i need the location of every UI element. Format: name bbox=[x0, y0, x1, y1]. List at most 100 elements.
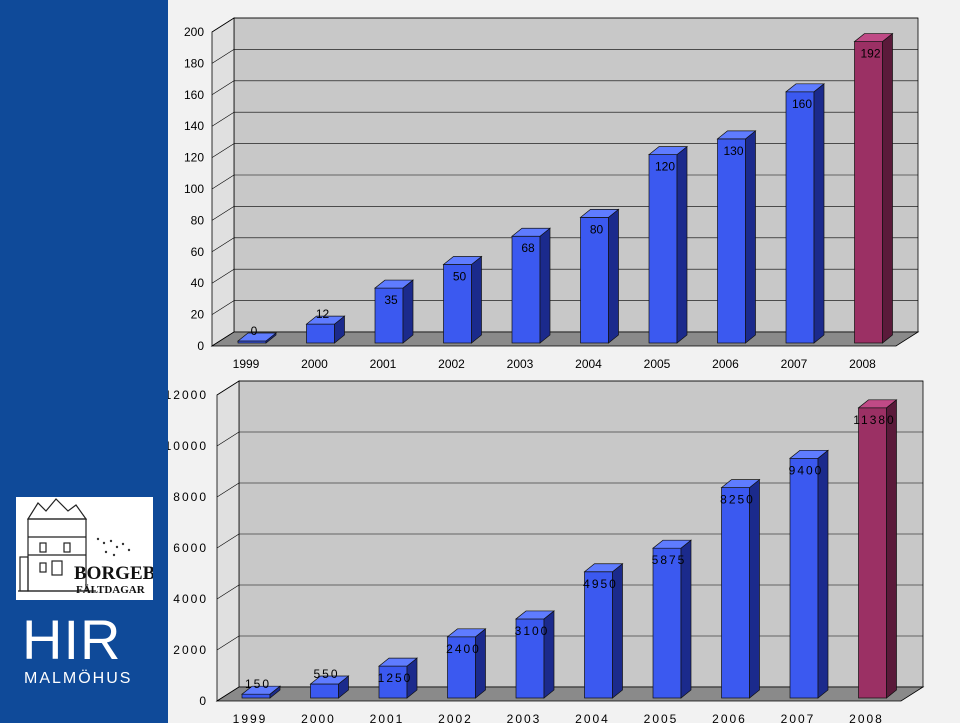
chart-2-x-label: 2007 bbox=[781, 712, 816, 723]
chart-1-data-label: 130 bbox=[723, 144, 743, 158]
chart-1-ytick-label: 140 bbox=[184, 119, 204, 133]
chart-1-ytick-label: 200 bbox=[184, 25, 204, 39]
chart-1-gridline-side bbox=[211, 143, 235, 158]
chart-1-data-label: 12 bbox=[316, 307, 330, 321]
hir-malmohus-logo: HIR MALMÖHUS bbox=[22, 612, 150, 690]
chart-1-bar-2008-side bbox=[882, 32, 893, 344]
chart-2-gridline-side bbox=[216, 584, 240, 600]
chart-2-bar-2008-top bbox=[857, 399, 898, 409]
chart-2-data-label: 550 bbox=[313, 667, 339, 681]
chart-1-gridline-side bbox=[211, 174, 235, 190]
chart-2-bar-2004 bbox=[584, 571, 613, 699]
chart-2-data-label: 150 bbox=[245, 677, 271, 691]
chart-1-ytick-label: 40 bbox=[191, 276, 205, 290]
chart-2-bar-2000 bbox=[310, 683, 339, 699]
chart-1-gridline-side bbox=[211, 111, 235, 127]
chart-2-data-label: 11380 bbox=[853, 413, 895, 427]
chart-2-data-label: 5875 bbox=[652, 553, 687, 567]
chart-1-bar-2000 bbox=[306, 323, 335, 344]
chart-1-gridline-side bbox=[211, 206, 235, 221]
chart-1-bar-2001-top bbox=[374, 279, 414, 289]
chart-2-bar-2004-top bbox=[583, 563, 624, 573]
hir-word: HIR bbox=[22, 608, 122, 671]
chart-2-data-label: 2400 bbox=[446, 642, 481, 656]
chart-2-bar-2000-top bbox=[309, 675, 350, 685]
chart-1-gridline-side bbox=[211, 300, 235, 315]
chart-2-bar-2002-side bbox=[475, 628, 486, 699]
chart-1-data-label: 68 bbox=[521, 241, 535, 255]
castle-logo-icon: BORGEBY FÄLTDAGAR bbox=[18, 498, 153, 596]
chart-1-gridline-side bbox=[211, 17, 235, 33]
chart-2-x-label: 2004 bbox=[575, 712, 610, 723]
chart-1-bar-2003-top bbox=[511, 227, 551, 237]
chart-2-data-label: 3100 bbox=[515, 624, 550, 638]
chart-2-bar-2005-top bbox=[652, 539, 692, 549]
chart-2-x-label: 2001 bbox=[370, 712, 405, 723]
chart-1-bar-2005-top bbox=[648, 146, 688, 155]
chart-1-bar-2001 bbox=[374, 287, 404, 344]
chart-2-data-label: 4950 bbox=[583, 577, 618, 591]
chart-1-x-label: 2002 bbox=[438, 357, 465, 371]
chart-1-bar-2008 bbox=[854, 41, 883, 344]
chart-1-ytick-label: 100 bbox=[184, 182, 204, 196]
hir-subtitle: MALMÖHUS bbox=[24, 670, 133, 687]
chart-1-ytick-label: 60 bbox=[191, 245, 205, 259]
chart-1-data-label: 80 bbox=[590, 222, 604, 236]
chart-1-gridline-side bbox=[211, 49, 235, 64]
chart-1-ytick-label: 180 bbox=[184, 56, 204, 70]
chart-2-gridline-side bbox=[216, 431, 240, 447]
chart-1-bar-2008-top bbox=[853, 33, 894, 42]
chart-2-bar-2003-top bbox=[515, 610, 555, 620]
chart-1-data-label: 50 bbox=[453, 270, 467, 284]
sidebar: BORGEBY FÄLTDAGAR HIR MALMÖHUS bbox=[0, 0, 168, 723]
chart-1-data-label: 0 bbox=[251, 324, 258, 338]
chart-2-ytick-label: 10000 bbox=[168, 439, 208, 453]
chart-1-x-label: 2008 bbox=[849, 357, 876, 371]
chart-2-bar-2001-top bbox=[378, 657, 418, 667]
chart-1-x-label: 2006 bbox=[712, 357, 739, 371]
chart-2-ytick-label: 8000 bbox=[173, 490, 208, 504]
chart-1-ytick-label: 160 bbox=[184, 88, 204, 102]
chart-1-x-label: 2007 bbox=[781, 357, 808, 371]
chart-1-ytick-label: 120 bbox=[184, 151, 204, 165]
chart-2-bar-2006-top bbox=[720, 479, 761, 488]
chart-2-bar-1999 bbox=[241, 693, 271, 699]
chart-2-x-label: 2006 bbox=[712, 712, 747, 723]
chart-2-ytick-label: 2000 bbox=[173, 643, 208, 657]
logo-subtitle: FÄLTDAGAR bbox=[76, 583, 146, 596]
chart-1-bar-2002-side bbox=[471, 255, 482, 344]
chart-1-bar-2006 bbox=[717, 138, 746, 344]
chart-1-ytick-label: 0 bbox=[197, 339, 204, 353]
chart-1-bar-2000-top bbox=[305, 315, 346, 325]
borgeby-faltdagar-logo: BORGEBY FÄLTDAGAR bbox=[16, 497, 153, 600]
chart-1-bar-2003 bbox=[511, 235, 541, 344]
chart-1-x-label: 2001 bbox=[370, 357, 397, 371]
chart-2-data-label: 9400 bbox=[789, 463, 824, 477]
chart-1-data-label: 35 bbox=[384, 293, 398, 307]
chart-2-x-label: 2000 bbox=[301, 712, 336, 723]
chart-1-x-label: 1999 bbox=[233, 357, 260, 371]
chart-1-bar-2005 bbox=[648, 154, 678, 344]
chart-2-x-label: 2002 bbox=[438, 712, 473, 723]
chart-1-x-label: 2003 bbox=[507, 357, 534, 371]
bar-charts: 0204060801001201401601802000199912200035… bbox=[168, 17, 925, 723]
chart-2-x-label: 2003 bbox=[507, 712, 542, 723]
chart-2-ytick-label: 12000 bbox=[168, 388, 208, 402]
chart-1-bar-2007 bbox=[785, 91, 815, 344]
chart-1-x-label: 2000 bbox=[301, 357, 328, 371]
chart-1-gridline-side bbox=[211, 268, 235, 284]
chart-1-bar-2005-side bbox=[676, 145, 688, 344]
chart-1-bar-1999-top bbox=[237, 332, 277, 342]
chart-2-bar-2007-side bbox=[817, 449, 829, 699]
chart-1-gridline-side bbox=[211, 80, 235, 96]
chart-1-bar-2004-side bbox=[608, 208, 619, 344]
chart-1-data-label: 120 bbox=[655, 160, 675, 174]
chart-1-bar-2006-top bbox=[716, 130, 757, 140]
chart-2-bar-2006 bbox=[721, 487, 750, 699]
chart-1-bar-2002-top bbox=[442, 256, 483, 265]
chart-2-bar-2002-top bbox=[446, 628, 487, 638]
chart-2-bar-2007-top bbox=[789, 449, 829, 459]
chart-2-x-label: 2005 bbox=[644, 712, 679, 723]
chart-2-gridline-side bbox=[216, 533, 240, 549]
chart-1-bar-2006-side bbox=[745, 130, 756, 344]
